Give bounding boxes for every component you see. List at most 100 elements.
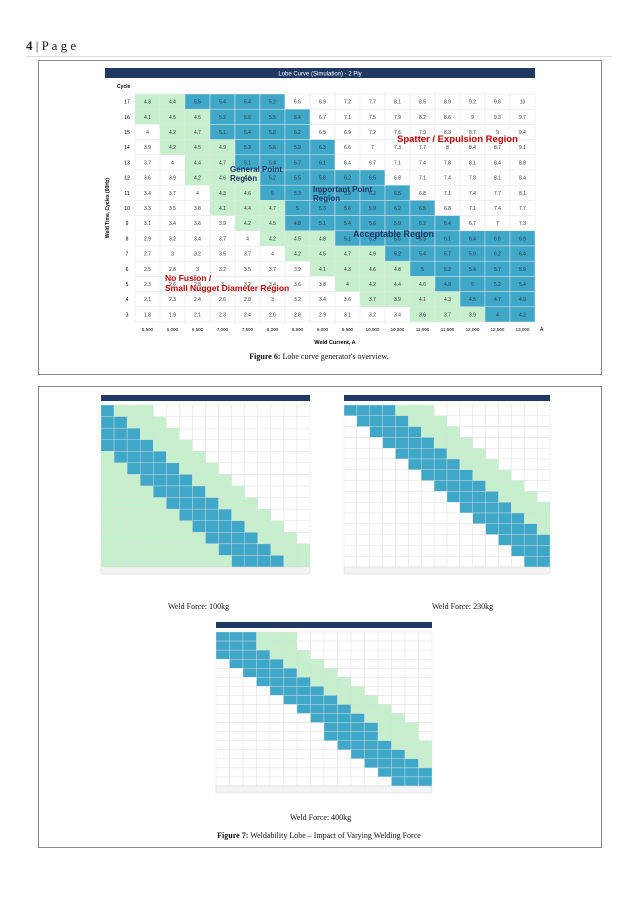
thumb-cell bbox=[323, 767, 338, 778]
thumbnail-table bbox=[100, 395, 311, 575]
thumb-cell bbox=[231, 555, 245, 568]
thumb-cell bbox=[270, 508, 285, 521]
thumb-cell bbox=[343, 534, 358, 546]
cell-value: 6.4 bbox=[344, 160, 351, 166]
thumb-cell bbox=[498, 448, 512, 460]
thumb-cell bbox=[166, 427, 180, 440]
thumb-cell bbox=[283, 740, 298, 750]
thumb-cell bbox=[100, 520, 115, 533]
sub-caption: Weld Force: 400kg bbox=[290, 813, 352, 822]
cell-value: 7.4 bbox=[494, 206, 501, 212]
thumb-cell bbox=[231, 532, 245, 545]
thumb-cell bbox=[511, 523, 525, 535]
cell-value: 3.7 bbox=[269, 267, 276, 273]
thumb-cell bbox=[408, 534, 422, 546]
thumb-cell bbox=[126, 555, 141, 568]
thumb-cell bbox=[511, 480, 525, 492]
cell-value: 3 bbox=[196, 267, 199, 273]
thumb-cell bbox=[446, 448, 461, 460]
thumb-cell bbox=[139, 555, 154, 568]
thumb-cell bbox=[192, 508, 206, 521]
thumb-cell bbox=[166, 508, 180, 521]
thumb-cell bbox=[269, 695, 284, 705]
thumb-cell bbox=[100, 508, 115, 521]
cell-value: 6.3 bbox=[319, 145, 326, 151]
thumb-cell bbox=[485, 555, 499, 568]
thumb-cell bbox=[377, 704, 392, 714]
cell-value: 5.2 bbox=[219, 115, 226, 121]
column-label: 8,000 bbox=[267, 327, 279, 332]
thumb-cell bbox=[485, 458, 499, 471]
thumb-cell bbox=[283, 404, 298, 417]
thumb-cell bbox=[283, 555, 298, 568]
thumb-cell bbox=[218, 485, 232, 498]
thumb-cell bbox=[337, 776, 352, 787]
cell-value: 6.5 bbox=[419, 206, 426, 212]
thumb-cell bbox=[498, 458, 512, 471]
cell-value: 4 bbox=[246, 236, 249, 242]
cell-value: 4 bbox=[271, 252, 274, 258]
thumb-cell bbox=[421, 534, 435, 546]
thumb-cell bbox=[446, 458, 461, 471]
cell-value: 2.6 bbox=[169, 282, 176, 288]
thumb-cell bbox=[139, 508, 154, 521]
cell-value: 5.7 bbox=[444, 252, 451, 258]
thumb-cell bbox=[256, 722, 271, 732]
thumb-cell bbox=[395, 491, 409, 503]
thumb-cell bbox=[377, 649, 392, 660]
column-label: 10,500 bbox=[391, 327, 405, 332]
thumb-cell bbox=[100, 555, 115, 568]
thumb-cell bbox=[166, 520, 180, 533]
thumb-cell bbox=[113, 462, 128, 475]
thumb-cell bbox=[179, 497, 193, 510]
thumb-cell bbox=[231, 427, 245, 440]
thumb-cell bbox=[446, 415, 461, 427]
thumb-cell bbox=[356, 415, 370, 427]
thumb-cell bbox=[323, 668, 338, 678]
thumb-cell bbox=[139, 474, 154, 487]
thumb-cell bbox=[337, 767, 352, 778]
thumb-cell bbox=[215, 668, 230, 678]
thumb-cell bbox=[356, 469, 370, 481]
cell-value: 8 bbox=[446, 145, 449, 151]
cell-value: 5.4 bbox=[244, 130, 251, 136]
thumb-cell bbox=[205, 404, 219, 417]
thumb-cell bbox=[100, 416, 115, 429]
thumb-cell bbox=[433, 545, 448, 557]
figure-caption: Figure 6: Lobe curve generator's overvie… bbox=[0, 352, 638, 361]
thumb-cell bbox=[446, 491, 461, 503]
thumb-cell bbox=[153, 485, 167, 498]
thumb-cell bbox=[350, 695, 365, 705]
thumb-cell bbox=[377, 776, 392, 787]
cell-value: 6.5 bbox=[319, 130, 326, 136]
cell-value: 7.3 bbox=[519, 221, 526, 227]
thumb-cell bbox=[382, 480, 396, 492]
thumb-cell bbox=[244, 451, 258, 464]
thumb-cell bbox=[270, 485, 285, 498]
thumb-cell bbox=[269, 640, 284, 651]
cell-value: 9.3 bbox=[494, 115, 501, 121]
cell-value: 7.1 bbox=[394, 160, 401, 166]
cell-value: 4.9 bbox=[519, 297, 526, 303]
thumb-cell bbox=[242, 731, 257, 741]
thumb-cell bbox=[395, 415, 409, 427]
thumb-cell bbox=[369, 469, 383, 481]
thumb-cell bbox=[472, 469, 486, 481]
thumb-cell bbox=[391, 658, 406, 669]
row-label: 12 bbox=[124, 176, 130, 182]
thumb-cell bbox=[498, 545, 512, 557]
thumb-cell bbox=[511, 469, 525, 481]
thumb-cell bbox=[364, 649, 379, 660]
cell-value: 7 bbox=[496, 221, 499, 227]
cell-value: 7.8 bbox=[444, 160, 451, 166]
thumb-cell bbox=[269, 758, 284, 769]
thumb-cell bbox=[350, 731, 365, 741]
thumb-cell bbox=[215, 740, 230, 750]
thumb-cell bbox=[446, 534, 461, 546]
thumb-cell bbox=[310, 722, 325, 732]
thumb-cell bbox=[242, 722, 257, 732]
thumb-cell bbox=[270, 474, 285, 487]
thumb-cell bbox=[446, 555, 461, 568]
thumb-cell bbox=[511, 426, 525, 438]
thumb-cell bbox=[296, 649, 311, 660]
